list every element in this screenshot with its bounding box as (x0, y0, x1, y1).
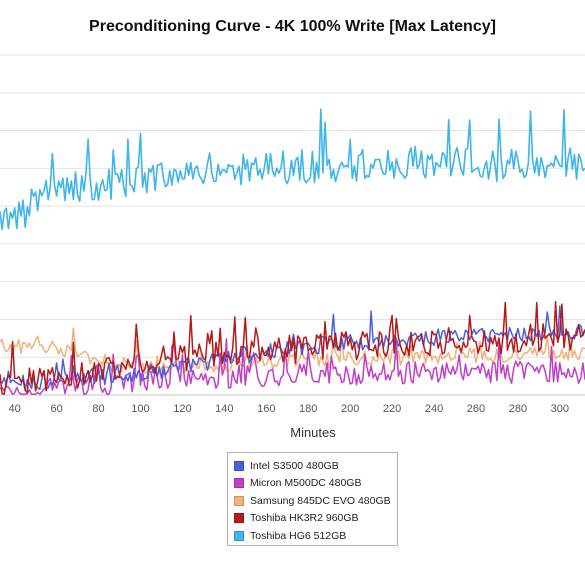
x-axis-ticks: 40 60 80 100 120 140 160 180 200 220 240 260 280 300 (9, 403, 569, 415)
legend-label: Samsung 845DC EVO 480GB (250, 494, 391, 507)
x-tick-label: 120 (173, 403, 191, 415)
x-tick-label: 280 (509, 403, 527, 415)
series-line-micron-m500dc-480gb (0, 338, 585, 395)
series-line-toshiba-hg6-512gb (0, 108, 585, 231)
series-line-toshiba-hk3r2-960gb (0, 300, 585, 395)
x-tick-label: 180 (299, 403, 317, 415)
x-tick-label: 60 (50, 403, 62, 415)
legend-label: Toshiba HK3R2 960GB (250, 512, 359, 525)
legend-item[interactable]: Samsung 845DC EVO 480GB (234, 492, 391, 510)
chart-legend: Intel S3500 480GB Micron M500DC 480GB Sa… (227, 452, 398, 546)
series-lines (0, 108, 585, 395)
x-tick-label: 260 (467, 403, 485, 415)
legend-item[interactable]: Intel S3500 480GB (234, 457, 391, 475)
x-axis-label: Minutes (290, 425, 336, 440)
legend-swatch (234, 478, 244, 489)
legend-label: Toshiba HG6 512GB (250, 529, 347, 542)
legend-swatch (234, 513, 244, 524)
legend-label: Intel S3500 480GB (250, 459, 339, 472)
legend-item[interactable]: Micron M500DC 480GB (234, 475, 391, 493)
legend-swatch (234, 460, 244, 471)
legend-label: Micron M500DC 480GB (250, 477, 362, 490)
legend-item[interactable]: Toshiba HK3R2 960GB (234, 510, 391, 528)
x-tick-label: 200 (341, 403, 359, 415)
x-tick-label: 240 (425, 403, 443, 415)
x-tick-label: 160 (257, 403, 275, 415)
x-tick-label: 100 (131, 403, 149, 415)
series-line-samsung-845dc-evo-480gb (0, 327, 585, 375)
x-tick-label: 80 (92, 403, 104, 415)
grid-lines (0, 54, 585, 396)
chart-title: Preconditioning Curve - 4K 100% Write [M… (89, 18, 496, 35)
x-tick-label: 220 (383, 403, 401, 415)
legend-swatch (234, 495, 244, 506)
x-tick-label: 140 (215, 403, 233, 415)
x-tick-label: 40 (9, 403, 21, 415)
x-tick-label: 300 (551, 403, 569, 415)
legend-item[interactable]: Toshiba HG6 512GB (234, 527, 391, 545)
legend-swatch (234, 530, 244, 541)
